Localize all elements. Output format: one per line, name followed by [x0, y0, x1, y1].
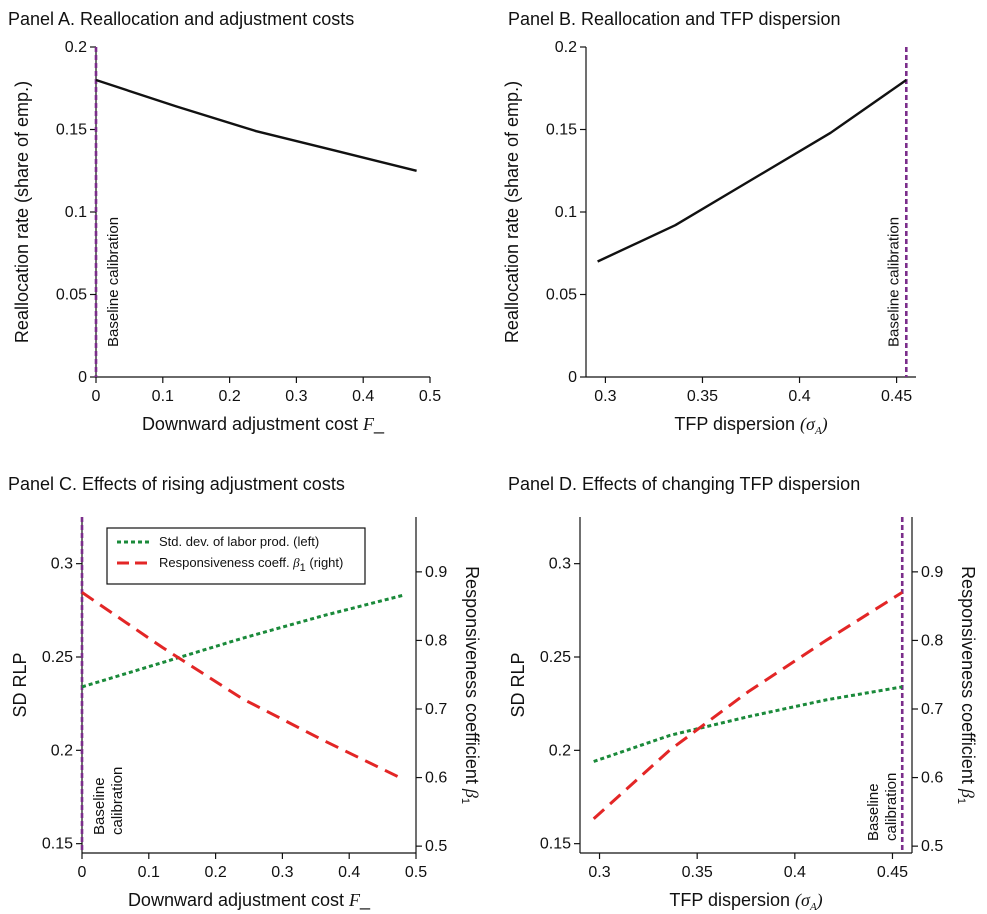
panel-a-title: Panel A. Reallocation and adjustment cos…	[8, 9, 354, 29]
panel-c-baseline-label-line: calibration	[109, 767, 126, 835]
panel-a-x-tick-label: 0.4	[352, 388, 374, 405]
panel-a-series-line	[95, 78, 417, 172]
panel-d-x-tick-label: 0.3	[588, 864, 610, 881]
panel-c-legend	[106, 527, 366, 585]
panel-a-y-tick-label: 0.05	[56, 287, 87, 304]
panel-a-x-tick-label: 0.5	[419, 388, 441, 405]
panel-c-series-dashed-line	[81, 591, 404, 781]
panel-c-x-tick-label: 0.5	[405, 864, 427, 881]
panel-c-y-tick-label: 0.2	[51, 742, 73, 759]
panel-d-y-right-tick-label: 0.5	[921, 838, 943, 855]
panel-d-title: Panel D. Effects of changing TFP dispers…	[508, 474, 860, 494]
panel-d-y-right-tick-label: 0.6	[921, 770, 943, 787]
panel-a-x-axis-label: Downward adjustment cost F_	[142, 414, 385, 435]
panel-b-baseline-label: Baseline calibration	[885, 217, 902, 347]
panel-d-y-right-tick-label: 0.9	[921, 564, 943, 581]
panel-c-y-axis-label: SD RLP	[10, 652, 30, 717]
panel-c-x-tick-label: 0.4	[338, 864, 360, 881]
panel-b-x-tick-label: 0.4	[788, 388, 810, 405]
panel-c-y-tick-label: 0.15	[42, 836, 73, 853]
panel-c-x-tick-label: 0.2	[204, 864, 226, 881]
panel-d-series-dashed-line	[592, 591, 904, 820]
panel-d: Panel D. Effects of changing TFP dispers…	[508, 474, 978, 913]
panel-a-x-tick-label: 0.2	[218, 388, 240, 405]
panel-a-y-tick-label: 0	[78, 369, 87, 386]
panel-a-x-tick-label: 0.1	[152, 388, 174, 405]
panel-c-legend-label: Std. dev. of labor prod. (left)	[159, 534, 319, 549]
panel-d-y-right-tick-label: 0.7	[921, 701, 943, 718]
panel-a-y-axis-label: Reallocation rate (share of emp.)	[12, 81, 32, 343]
panel-c-y-right-tick-label: 0.8	[425, 632, 447, 649]
panel-b-y-tick-label: 0.2	[555, 39, 577, 56]
panel-d-y-tick-label: 0.15	[540, 836, 571, 853]
panel-c-y-tick-label: 0.25	[42, 649, 73, 666]
panel-b-y-tick-label: 0	[568, 369, 577, 386]
panel-b-y-tick-label: 0.05	[546, 287, 577, 304]
panel-c-x-tick-label: 0.3	[271, 864, 293, 881]
panel-d-x-tick-label: 0.45	[877, 864, 908, 881]
panel-d-y-right-tick-label: 0.8	[921, 632, 943, 649]
panel-c-x-tick-label: 0	[78, 864, 87, 881]
panel-b-x-tick-label: 0.35	[687, 388, 718, 405]
panel-d-x-axis-label: TFP dispersion (σA)	[669, 890, 822, 913]
panel-d-x-tick-label: 0.35	[682, 864, 713, 881]
panel-d-baseline-label-line: calibration	[883, 773, 900, 841]
panel-c: Panel C. Effects of rising adjustment co…	[8, 474, 482, 911]
panel-a: Panel A. Reallocation and adjustment cos…	[8, 9, 441, 435]
panel-c-x-tick-label: 0.1	[138, 864, 160, 881]
panel-b-x-axis-label: TFP dispersion (σA)	[674, 414, 827, 437]
panel-b-y-tick-label: 0.1	[555, 204, 577, 221]
panel-a-x-tick-label: 0	[92, 388, 101, 405]
panel-a-y-tick-label: 0.15	[56, 122, 87, 139]
panel-d-y-axis-label: SD RLP	[508, 652, 528, 717]
panel-c-title: Panel C. Effects of rising adjustment co…	[8, 474, 345, 494]
panel-c-x-axis-label: Downward adjustment cost F_	[128, 890, 371, 911]
panel-c-y-right-tick-label: 0.9	[425, 564, 447, 581]
panel-d-y-tick-label: 0.25	[540, 649, 571, 666]
panel-d-y-tick-label: 0.2	[549, 742, 571, 759]
panel-d-x-tick-label: 0.4	[784, 864, 806, 881]
panel-d-y-tick-label: 0.3	[549, 556, 571, 573]
panel-c-baseline-label-line: Baseline	[91, 777, 108, 835]
panel-a-y-tick-label: 0.2	[65, 39, 87, 56]
panel-d-baseline-label-line: Baseline	[865, 783, 882, 841]
panel-b-y-axis-label: Reallocation rate (share of emp.)	[502, 81, 522, 343]
panel-b-series-line	[597, 79, 907, 263]
panel-b: Panel B. Reallocation and TFP dispersion…	[502, 9, 916, 437]
panel-c-y-tick-label: 0.3	[51, 556, 73, 573]
panel-b-title: Panel B. Reallocation and TFP dispersion	[508, 9, 841, 29]
panel-a-y-tick-label: 0.1	[65, 204, 87, 221]
panel-b-x-tick-label: 0.45	[881, 388, 912, 405]
panel-b-x-tick-label: 0.3	[594, 388, 616, 405]
panel-a-x-tick-label: 0.3	[285, 388, 307, 405]
panel-c-y-axis-right-label: Responsiveness coefficient β1	[459, 566, 482, 804]
panel-c-y-right-tick-label: 0.6	[425, 770, 447, 787]
panel-d-y-axis-right-label: Responsiveness coefficient β1	[955, 566, 978, 804]
panel-c-y-right-tick-label: 0.7	[425, 701, 447, 718]
panel-c-series-dotted-line	[81, 593, 403, 689]
panel-a-baseline-label: Baseline calibration	[105, 217, 122, 347]
panel-c-legend-label: Responsiveness coeff. β1 (right)	[159, 555, 343, 574]
panel-c-y-right-tick-label: 0.5	[425, 838, 447, 855]
panel-d-series-dotted-line	[593, 685, 903, 763]
panel-b-y-tick-label: 0.15	[546, 122, 577, 139]
